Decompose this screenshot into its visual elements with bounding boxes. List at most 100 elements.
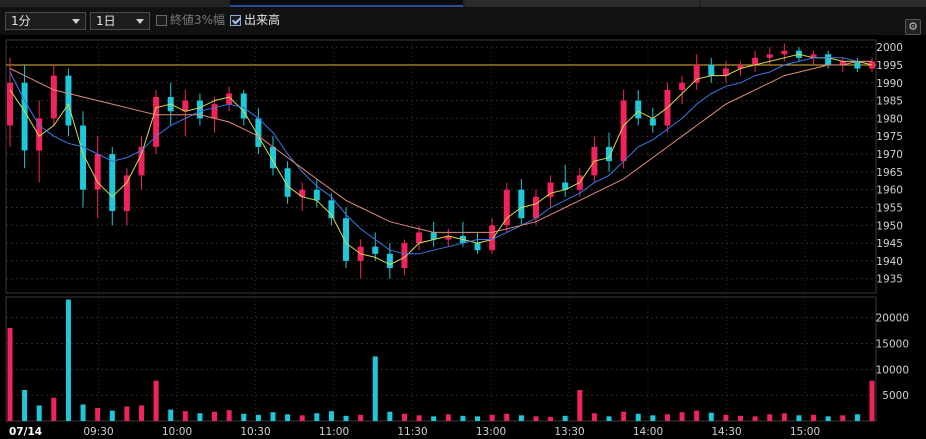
volume-bar bbox=[241, 413, 247, 421]
candle-body bbox=[196, 100, 203, 119]
candle-body bbox=[503, 189, 510, 226]
volume-bar bbox=[723, 414, 729, 421]
volume-bar bbox=[343, 415, 349, 421]
y-tick-label: 1960 bbox=[876, 185, 903, 197]
candle-body bbox=[737, 64, 744, 69]
candle-body bbox=[226, 93, 233, 105]
volume-bar bbox=[197, 413, 203, 421]
interval-select[interactable]: 1分 bbox=[5, 12, 86, 30]
volume-bar bbox=[387, 411, 393, 421]
volume-bar bbox=[738, 415, 744, 421]
x-tick-label: 09:30 bbox=[83, 426, 113, 438]
y-tick-label: 1940 bbox=[876, 256, 903, 268]
candle-body bbox=[839, 61, 846, 65]
y-tick-label: 1975 bbox=[876, 131, 903, 143]
volume-bar bbox=[650, 415, 656, 421]
candle-body bbox=[94, 154, 101, 190]
y-tick-label: 1950 bbox=[876, 220, 903, 232]
candle-body bbox=[430, 232, 437, 240]
y-tick-label: 1955 bbox=[876, 202, 903, 214]
volume-bar bbox=[445, 414, 451, 421]
candle-body bbox=[211, 104, 218, 119]
volume-bar bbox=[562, 415, 568, 421]
gear-icon[interactable]: ⚙ bbox=[905, 19, 921, 35]
chart-toolbar: 1分 1日 終値3%幅 出来高 ⚙ bbox=[0, 7, 926, 35]
volume-bar bbox=[299, 415, 305, 421]
date-label: 07/14 bbox=[9, 426, 42, 438]
candle-body bbox=[7, 82, 13, 126]
candle-body bbox=[299, 189, 306, 197]
x-tick-label: 14:00 bbox=[633, 426, 663, 438]
volume-bar bbox=[182, 411, 188, 421]
moving-average-line-2 bbox=[9, 57, 872, 255]
candle-body bbox=[693, 64, 700, 83]
volume-bar bbox=[431, 416, 437, 421]
volume-bar bbox=[781, 413, 787, 421]
candle-body bbox=[153, 97, 160, 147]
candle-body bbox=[445, 235, 452, 240]
candle-body bbox=[562, 182, 569, 190]
y-tick-label: 1935 bbox=[876, 274, 903, 286]
candle-body bbox=[109, 154, 116, 212]
volume-bar bbox=[460, 415, 466, 421]
candle-body bbox=[869, 61, 875, 69]
volume-bar bbox=[36, 405, 42, 421]
candle-body bbox=[854, 61, 861, 69]
x-tick-label: 14:30 bbox=[711, 426, 741, 438]
volume-bar bbox=[475, 416, 481, 421]
tab-3[interactable] bbox=[701, 0, 926, 7]
volume-bar bbox=[489, 414, 495, 421]
volume-label: 出来高 bbox=[244, 13, 281, 27]
y-tick-label: 1945 bbox=[876, 238, 903, 250]
volume-bar bbox=[109, 410, 115, 421]
candle-body bbox=[401, 243, 408, 269]
candle-body bbox=[766, 54, 773, 58]
x-tick-label: 10:00 bbox=[162, 426, 192, 438]
candles bbox=[7, 43, 875, 279]
candle-body bbox=[80, 125, 87, 190]
volume-panel-border bbox=[5, 296, 877, 422]
span-value: 1日 bbox=[96, 14, 116, 28]
candle-body bbox=[722, 68, 729, 76]
volume-bar bbox=[51, 397, 57, 421]
y-tick-label: 1995 bbox=[876, 60, 903, 72]
volume-bar bbox=[7, 328, 13, 421]
volume-bar bbox=[95, 408, 101, 421]
candle-body bbox=[182, 100, 189, 112]
moving-average-line-1 bbox=[9, 53, 873, 266]
band-checkbox[interactable] bbox=[156, 15, 167, 26]
x-tick-label: 13:00 bbox=[476, 426, 506, 438]
candle-body bbox=[328, 200, 335, 219]
interval-value: 1分 bbox=[11, 14, 31, 28]
volume-tick-label: 5000 bbox=[882, 390, 909, 402]
volume-checkbox[interactable] bbox=[230, 15, 241, 26]
volume-tick-label: 20000 bbox=[876, 313, 909, 325]
volume-bar bbox=[635, 413, 641, 421]
candle-body bbox=[781, 50, 788, 55]
span-select[interactable]: 1日 bbox=[90, 12, 150, 30]
y-tick-label: 2000 bbox=[876, 42, 903, 54]
tab-selected[interactable] bbox=[230, 0, 463, 7]
volume-bar bbox=[226, 410, 232, 421]
candle-body bbox=[138, 146, 145, 176]
x-tick-label: 11:30 bbox=[397, 426, 427, 438]
candle-body bbox=[474, 243, 481, 251]
y-tick-label: 1985 bbox=[876, 96, 903, 108]
volume-bar bbox=[840, 415, 846, 421]
volume-bar bbox=[168, 409, 174, 421]
volume-bar bbox=[591, 413, 597, 421]
chevron-down-icon bbox=[72, 19, 80, 24]
moving-average-line-3 bbox=[9, 60, 872, 233]
volume-bar bbox=[752, 416, 758, 421]
volume-bar bbox=[358, 414, 364, 421]
candle-body bbox=[635, 100, 642, 119]
price-panel-border bbox=[5, 39, 877, 294]
volume-bar bbox=[796, 415, 802, 421]
volume-bar bbox=[825, 416, 831, 421]
volume-bar bbox=[124, 406, 130, 421]
volume-bar bbox=[504, 413, 510, 421]
candle-body bbox=[649, 118, 656, 126]
tab-2[interactable] bbox=[466, 0, 699, 7]
candle-body bbox=[372, 246, 379, 254]
candle-body bbox=[752, 57, 759, 65]
